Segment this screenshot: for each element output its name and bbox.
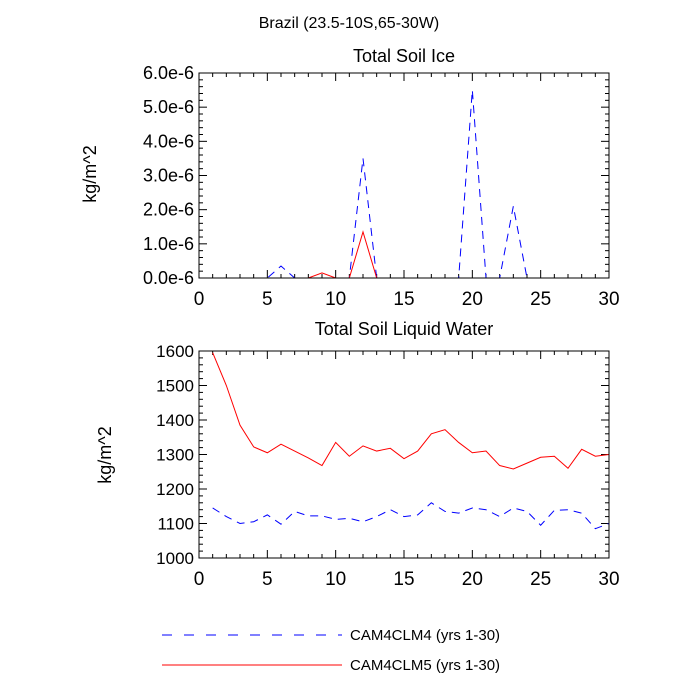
legend-item: CAM4CLM5 (yrs 1-30)	[162, 657, 500, 674]
x-tick-label: 0	[194, 289, 205, 310]
axes-ticks: 0 5 10 15 20 25 30 0.0e-6 1.0e-6 2.0e-6 3.0e-6 4.0e…	[143, 63, 620, 310]
legend-label: CAM4CLM5 (yrs 1-30)	[350, 657, 500, 674]
plot-frame	[198, 72, 610, 279]
plot-frame	[198, 350, 610, 559]
x-tick-label: 5	[262, 569, 273, 590]
chart-total-soil-ice: Total Soil Ice kg/m^2 0 5 10 15 20 25 30 0.0e-6…	[80, 46, 620, 310]
y-tick-label: 1.0e-6	[143, 234, 194, 254]
axes-ticks: 0 5 10 15 20 25 30 1000 1100 1200 1300 1400 1500 1600	[156, 342, 619, 590]
y-tick-label: 1200	[156, 480, 194, 499]
y-tick-label: 1600	[156, 342, 194, 361]
x-tick-label: 5	[262, 289, 273, 310]
y-axis-label: kg/m^2	[95, 426, 115, 483]
x-tick-label: 20	[462, 569, 483, 590]
chart-title: Total Soil Liquid Water	[315, 319, 493, 339]
y-tick-label: 1500	[156, 377, 194, 396]
legend-label: CAM4CLM4 (yrs 1-30)	[350, 627, 500, 644]
x-tick-label: 10	[325, 289, 346, 310]
y-tick-label: 1300	[156, 446, 194, 465]
series-line-cam4clm5	[212, 352, 610, 470]
y-tick-label: 3.0e-6	[143, 166, 194, 186]
y-tick-label: 1100	[157, 515, 194, 534]
x-tick-label: 30	[598, 569, 619, 590]
y-tick-label: 1000	[156, 549, 194, 568]
y-tick-label: 5.0e-6	[143, 97, 194, 117]
x-tick-label: 25	[530, 289, 551, 310]
x-tick-label: 20	[462, 289, 483, 310]
legend-item: CAM4CLM4 (yrs 1-30)	[162, 627, 500, 644]
x-tick-label: 15	[393, 569, 414, 590]
x-tick-label: 10	[325, 569, 346, 590]
y-tick-label: 2.0e-6	[143, 200, 194, 220]
series-layer	[212, 352, 610, 530]
legend: CAM4CLM4 (yrs 1-30) CAM4CLM5 (yrs 1-30)	[162, 627, 500, 674]
chart-total-soil-liquid-water: Total Soil Liquid Water kg/m^2 0 5 10 15 20 2…	[95, 319, 620, 590]
x-tick-label: 15	[393, 289, 414, 310]
series-line-cam4clm4	[212, 502, 610, 530]
main-title: Brazil (23.5-10S,65-30W)	[259, 15, 440, 32]
y-tick-label: 1400	[156, 411, 194, 430]
y-tick-label: 6.0e-6	[143, 63, 194, 83]
x-tick-label: 25	[530, 569, 551, 590]
x-tick-label: 0	[194, 569, 205, 590]
y-tick-label: 4.0e-6	[143, 131, 194, 151]
x-tick-label: 30	[598, 289, 619, 310]
y-axis-label: kg/m^2	[80, 145, 100, 202]
y-tick-label: 0.0e-6	[143, 268, 194, 288]
chart-title: Total Soil Ice	[353, 46, 455, 66]
